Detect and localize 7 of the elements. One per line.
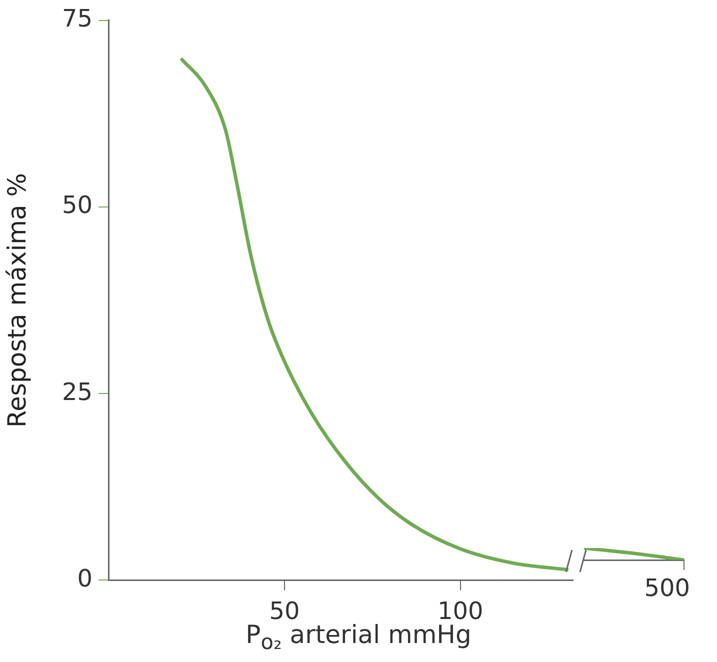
text: 500	[644, 574, 690, 602]
y-tick-label: 25	[62, 378, 93, 406]
y-axis-title: Resposta máxima %	[2, 172, 32, 428]
y-tick-label: 0	[77, 564, 93, 592]
y-tick-label: 50	[62, 191, 93, 220]
y-tick-label: 75	[62, 4, 93, 33]
line-series	[179, 56, 570, 572]
